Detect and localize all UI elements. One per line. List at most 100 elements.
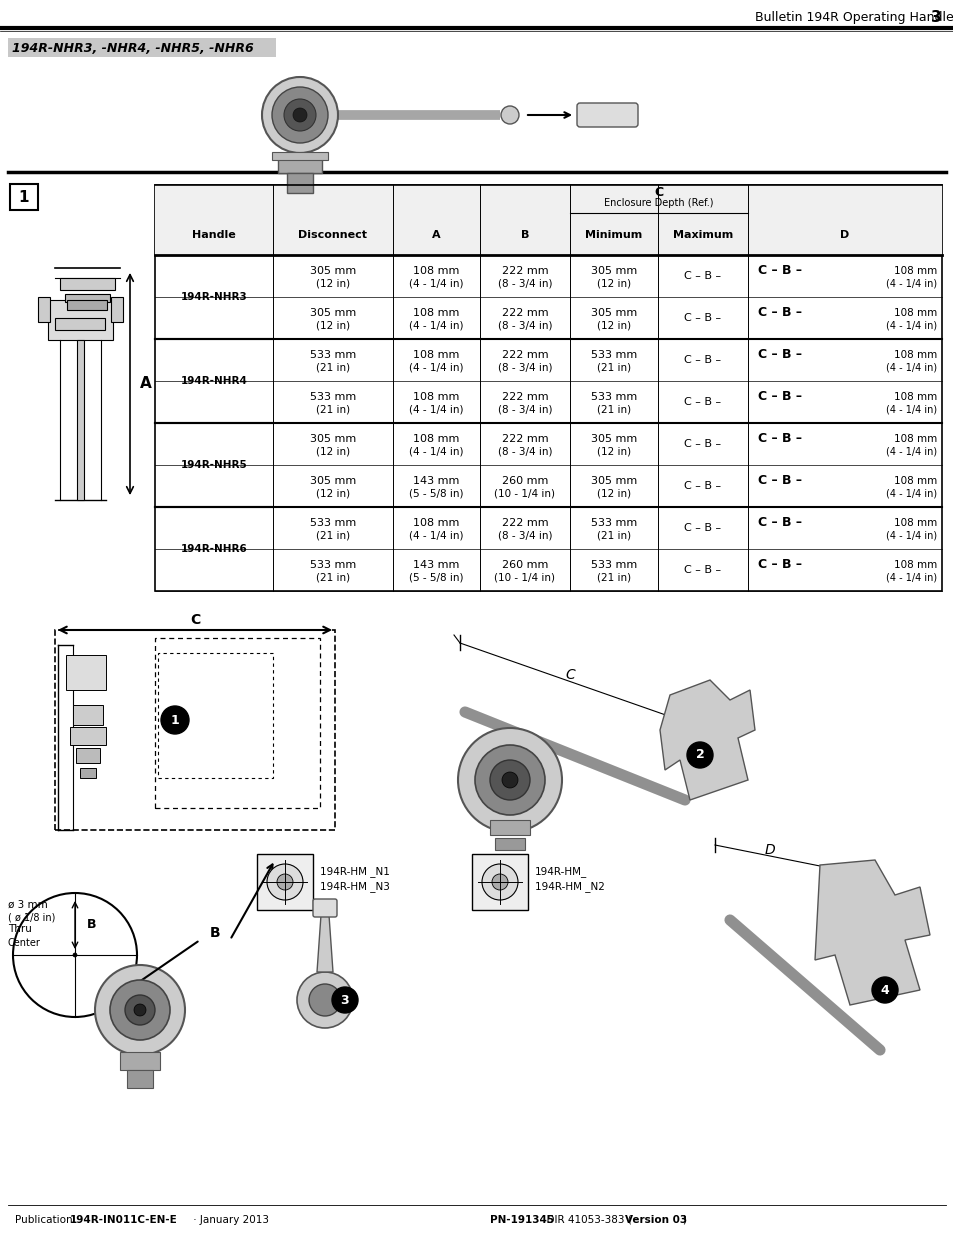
Text: C: C <box>654 186 663 200</box>
Circle shape <box>490 760 530 800</box>
Bar <box>77 340 84 500</box>
Text: 3: 3 <box>930 11 941 26</box>
Text: 260 mm: 260 mm <box>501 559 548 571</box>
Text: (21 in): (21 in) <box>597 405 630 415</box>
Bar <box>490 820 530 835</box>
Text: Maximum: Maximum <box>672 230 732 240</box>
Text: (21 in): (21 in) <box>597 573 630 583</box>
Text: · January 2013: · January 2013 <box>190 1215 269 1225</box>
Text: Handle: Handle <box>192 230 235 240</box>
Text: (4 - 1/4 in): (4 - 1/4 in) <box>885 363 936 373</box>
Circle shape <box>133 1004 146 1016</box>
Text: PN-191345: PN-191345 <box>490 1215 554 1225</box>
Text: C – B –: C – B – <box>683 438 720 450</box>
Text: 533 mm: 533 mm <box>310 350 355 359</box>
Text: 143 mm: 143 mm <box>413 559 459 571</box>
Text: C – B –: C – B – <box>683 354 720 366</box>
Bar <box>154 185 941 592</box>
Text: (4 - 1/4 in): (4 - 1/4 in) <box>409 405 463 415</box>
Text: C – B –: C – B – <box>683 312 720 324</box>
Bar <box>287 173 313 193</box>
Text: (21 in): (21 in) <box>597 363 630 373</box>
Text: Minimum: Minimum <box>585 230 642 240</box>
Bar <box>154 638 319 808</box>
Text: DIR 41053-383 (: DIR 41053-383 ( <box>539 1215 631 1225</box>
Text: (8 - 3/4 in): (8 - 3/4 in) <box>497 321 552 331</box>
Text: (4 - 1/4 in): (4 - 1/4 in) <box>885 279 936 289</box>
Text: C – B –: C – B – <box>758 348 801 362</box>
Text: Version 03: Version 03 <box>624 1215 686 1225</box>
Bar <box>38 296 50 322</box>
Text: 108 mm: 108 mm <box>893 266 936 275</box>
Text: (5 - 5/8 in): (5 - 5/8 in) <box>409 573 463 583</box>
Text: ): ) <box>681 1215 685 1225</box>
Text: 194R-HM _N3: 194R-HM _N3 <box>319 882 390 893</box>
Text: 194R-NHR3, -NHR4, -NHR5, -NHR6: 194R-NHR3, -NHR4, -NHR5, -NHR6 <box>12 42 253 54</box>
Circle shape <box>481 864 517 900</box>
Bar <box>8 38 275 57</box>
Bar <box>158 653 273 778</box>
Bar <box>10 184 38 210</box>
Circle shape <box>95 965 185 1055</box>
Text: 108 mm: 108 mm <box>893 350 936 359</box>
Bar <box>154 508 941 550</box>
Text: (21 in): (21 in) <box>315 573 350 583</box>
Text: (4 - 1/4 in): (4 - 1/4 in) <box>885 573 936 583</box>
Text: 194R-HM_: 194R-HM_ <box>535 867 587 877</box>
Text: (12 in): (12 in) <box>597 279 630 289</box>
Text: (21 in): (21 in) <box>597 531 630 541</box>
Bar <box>80 768 96 778</box>
Circle shape <box>73 953 77 957</box>
Text: A: A <box>432 230 440 240</box>
Bar <box>127 1070 152 1088</box>
Text: (4 - 1/4 in): (4 - 1/4 in) <box>409 363 463 373</box>
Text: 305 mm: 305 mm <box>310 308 355 317</box>
Bar <box>495 839 524 850</box>
Bar <box>154 382 941 424</box>
Bar <box>48 300 112 340</box>
Text: (21 in): (21 in) <box>315 363 350 373</box>
Text: C: C <box>564 668 575 682</box>
Text: 194R-NHR5: 194R-NHR5 <box>180 459 247 471</box>
Text: 305 mm: 305 mm <box>590 308 637 317</box>
Text: C: C <box>190 613 200 627</box>
Text: 108 mm: 108 mm <box>413 350 459 359</box>
Text: C – B –: C – B – <box>758 306 801 320</box>
Text: (12 in): (12 in) <box>597 447 630 457</box>
Text: (8 - 3/4 in): (8 - 3/4 in) <box>497 447 552 457</box>
Text: 108 mm: 108 mm <box>893 475 936 487</box>
Text: (12 in): (12 in) <box>315 279 350 289</box>
Text: 305 mm: 305 mm <box>590 266 637 275</box>
Circle shape <box>475 745 544 815</box>
Text: Center: Center <box>8 939 41 948</box>
Circle shape <box>110 981 170 1040</box>
Text: Thru: Thru <box>8 924 31 934</box>
Text: (8 - 3/4 in): (8 - 3/4 in) <box>497 405 552 415</box>
Text: (4 - 1/4 in): (4 - 1/4 in) <box>885 447 936 457</box>
Bar <box>277 153 322 173</box>
Bar <box>154 466 941 508</box>
Bar <box>154 185 941 254</box>
Text: (12 in): (12 in) <box>315 489 350 499</box>
Text: (12 in): (12 in) <box>597 489 630 499</box>
Text: C – B –: C – B – <box>683 396 720 408</box>
Text: D: D <box>764 844 775 857</box>
Circle shape <box>125 995 154 1025</box>
Text: 194R-NHR4: 194R-NHR4 <box>180 375 247 387</box>
Text: (21 in): (21 in) <box>315 405 350 415</box>
Text: (4 - 1/4 in): (4 - 1/4 in) <box>885 405 936 415</box>
Text: (5 - 5/8 in): (5 - 5/8 in) <box>409 489 463 499</box>
Circle shape <box>296 972 353 1028</box>
Bar <box>120 1052 160 1070</box>
Bar <box>73 705 103 725</box>
Text: 108 mm: 108 mm <box>893 391 936 403</box>
Circle shape <box>13 893 137 1016</box>
Text: 222 mm: 222 mm <box>501 308 548 317</box>
Circle shape <box>262 77 337 153</box>
Text: C – B –: C – B – <box>758 558 801 572</box>
Text: 533 mm: 533 mm <box>310 391 355 403</box>
Bar <box>154 424 941 466</box>
Bar <box>256 853 313 910</box>
Text: C – B –: C – B – <box>758 432 801 446</box>
Polygon shape <box>814 860 929 1005</box>
